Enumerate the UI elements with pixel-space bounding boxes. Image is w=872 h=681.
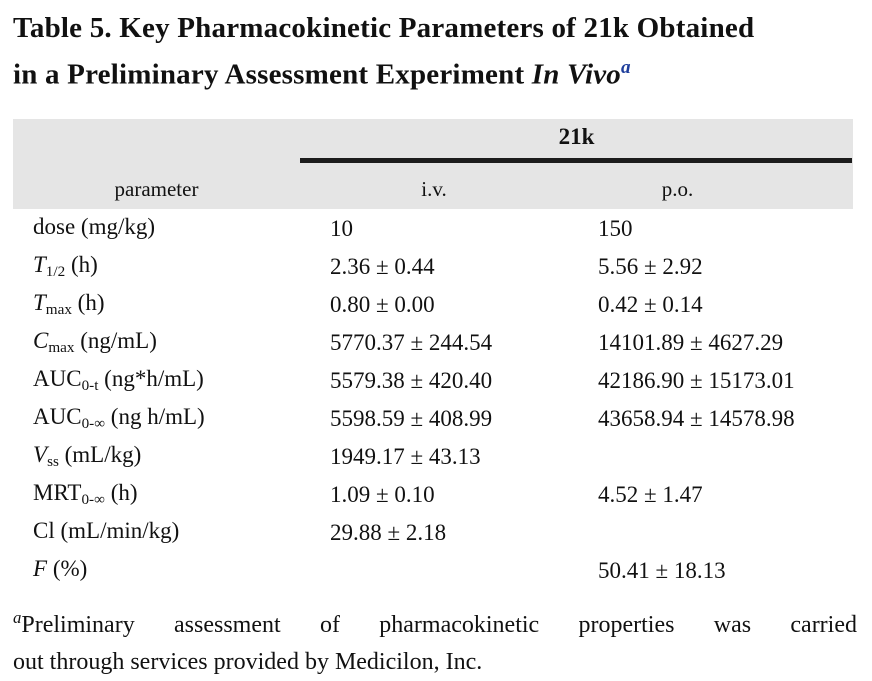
po-value: 150 bbox=[598, 215, 633, 241]
column-header-iv: i.v. bbox=[421, 176, 447, 201]
param-subscript: 0-∞ bbox=[81, 491, 105, 509]
param-cell: AUC0-t (ng*h/mL) bbox=[13, 366, 300, 395]
title-line1: Table 5. Key Pharmacokinetic Parameters … bbox=[13, 12, 755, 44]
param-name: AUC bbox=[33, 404, 82, 430]
table-row: AUC0-t (ng*h/mL) 5579.38 ± 420.40 42186.… bbox=[13, 362, 872, 400]
footnote-text1: Preliminary assessment of pharmacokineti… bbox=[21, 611, 857, 638]
param-subscript: max bbox=[48, 339, 75, 357]
param-cell: AUC0-∞ (ng h/mL) bbox=[13, 404, 300, 433]
param-unit: (ng*h/mL) bbox=[104, 366, 204, 392]
po-value: 14101.89 ± 4627.29 bbox=[598, 329, 784, 355]
param-cell: MRT0-∞ (h) bbox=[13, 480, 300, 509]
column-header-parameter: parameter bbox=[114, 176, 199, 201]
param-unit: (ng h/mL) bbox=[110, 404, 205, 430]
table-row: Cl (mL/min/kg) 29.88 ± 2.18 bbox=[13, 514, 872, 552]
footnote-line2: out through services provided by Medicil… bbox=[13, 648, 483, 675]
table-row: F (%) 50.41 ± 18.13 bbox=[13, 552, 872, 590]
po-value: 42186.90 ± 15173.01 bbox=[598, 367, 795, 393]
param-unit: (mL/min/kg) bbox=[60, 518, 180, 544]
table-figure: Table 5. Key Pharmacokinetic Parameters … bbox=[0, 8, 872, 675]
param-cell: F (%) bbox=[13, 556, 300, 585]
footnote-marker: a bbox=[13, 607, 22, 627]
param-subscript: max bbox=[45, 301, 72, 319]
param-unit: (ng/mL) bbox=[80, 328, 157, 354]
iv-value: 5598.59 ± 408.99 bbox=[330, 405, 493, 431]
param-unit: (mg/kg) bbox=[80, 214, 156, 240]
iv-value: 5770.37 ± 244.54 bbox=[330, 329, 493, 355]
column-header-po: p.o. bbox=[661, 176, 694, 201]
param-cell: Cmax (ng/mL) bbox=[13, 328, 300, 357]
param-subscript: 0-∞ bbox=[81, 415, 106, 433]
table-row: dose (mg/kg) 10 150 bbox=[13, 210, 872, 248]
po-value: 5.56 ± 2.92 bbox=[598, 253, 703, 279]
iv-value: 29.88 ± 2.18 bbox=[330, 519, 447, 545]
param-unit: (h) bbox=[77, 290, 105, 316]
param-cell: Vss (mL/kg) bbox=[13, 442, 300, 471]
param-name: V bbox=[33, 442, 48, 468]
iv-value: 5579.38 ± 420.40 bbox=[330, 367, 493, 393]
iv-value: 2.36 ± 0.44 bbox=[330, 253, 435, 279]
table-title: Table 5. Key Pharmacokinetic Parameters … bbox=[13, 8, 859, 95]
table-row: MRT0-∞ (h) 1.09 ± 0.10 4.52 ± 1.47 bbox=[13, 476, 872, 514]
iv-value: 10 bbox=[330, 215, 353, 241]
table-body: dose (mg/kg) 10 150 T1/2 (h) 2.36 ± 0.44… bbox=[13, 210, 872, 590]
param-name: F bbox=[33, 556, 48, 582]
table-row: Cmax (ng/mL) 5770.37 ± 244.54 14101.89 ±… bbox=[13, 324, 872, 362]
table-row: Vss (mL/kg) 1949.17 ± 43.13 bbox=[13, 438, 872, 476]
param-subscript: 0-t bbox=[81, 377, 99, 395]
param-unit: (h) bbox=[110, 480, 138, 506]
param-name: AUC bbox=[33, 366, 82, 392]
table-row: AUC0-∞ (ng h/mL) 5598.59 ± 408.99 43658.… bbox=[13, 400, 872, 438]
iv-value: 0.80 ± 0.00 bbox=[330, 291, 435, 317]
title-line2-italic: In Vivo bbox=[531, 58, 622, 91]
param-unit: (mL/kg) bbox=[64, 442, 142, 468]
param-name: T bbox=[33, 252, 46, 278]
title-line2: in a Preliminary Assessment Experiment bbox=[13, 58, 525, 91]
param-name: MRT bbox=[33, 480, 82, 506]
footnote: aPreliminary assessment of pharmacokinet… bbox=[13, 599, 857, 681]
title-footnote-marker: a bbox=[621, 57, 631, 78]
param-cell: T1/2 (h) bbox=[13, 252, 300, 281]
param-cell: dose (mg/kg) bbox=[13, 214, 300, 243]
po-value: 50.41 ± 18.13 bbox=[598, 557, 726, 583]
param-name: T bbox=[33, 290, 46, 316]
param-subscript: 1/2 bbox=[45, 263, 66, 281]
param-name: dose bbox=[33, 214, 76, 240]
table-row: T1/2 (h) 2.36 ± 0.44 5.56 ± 2.92 bbox=[13, 248, 872, 286]
table-header-band: 21k parameter i.v. p.o. bbox=[13, 118, 853, 209]
param-unit: (h) bbox=[70, 252, 98, 278]
column-header-row: parameter i.v. p.o. bbox=[13, 177, 853, 202]
param-unit: (%) bbox=[52, 556, 88, 582]
iv-value: 1.09 ± 0.10 bbox=[330, 481, 435, 507]
po-value: 43658.94 ± 14578.98 bbox=[598, 405, 795, 431]
param-name: C bbox=[33, 328, 49, 354]
compound-header: 21k bbox=[558, 123, 595, 149]
param-name: Cl bbox=[33, 518, 55, 544]
param-cell: Cl (mL/min/kg) bbox=[13, 518, 300, 547]
po-value: 0.42 ± 0.14 bbox=[598, 291, 703, 317]
table-row: Tmax (h) 0.80 ± 0.00 0.42 ± 0.14 bbox=[13, 286, 872, 324]
footnote-line1: aPreliminary assessment of pharmacokinet… bbox=[13, 599, 857, 644]
header-rule bbox=[300, 157, 852, 163]
po-value: 4.52 ± 1.47 bbox=[598, 481, 703, 507]
param-subscript: ss bbox=[47, 453, 59, 471]
iv-value: 1949.17 ± 43.13 bbox=[330, 443, 481, 469]
param-cell: Tmax (h) bbox=[13, 290, 300, 319]
